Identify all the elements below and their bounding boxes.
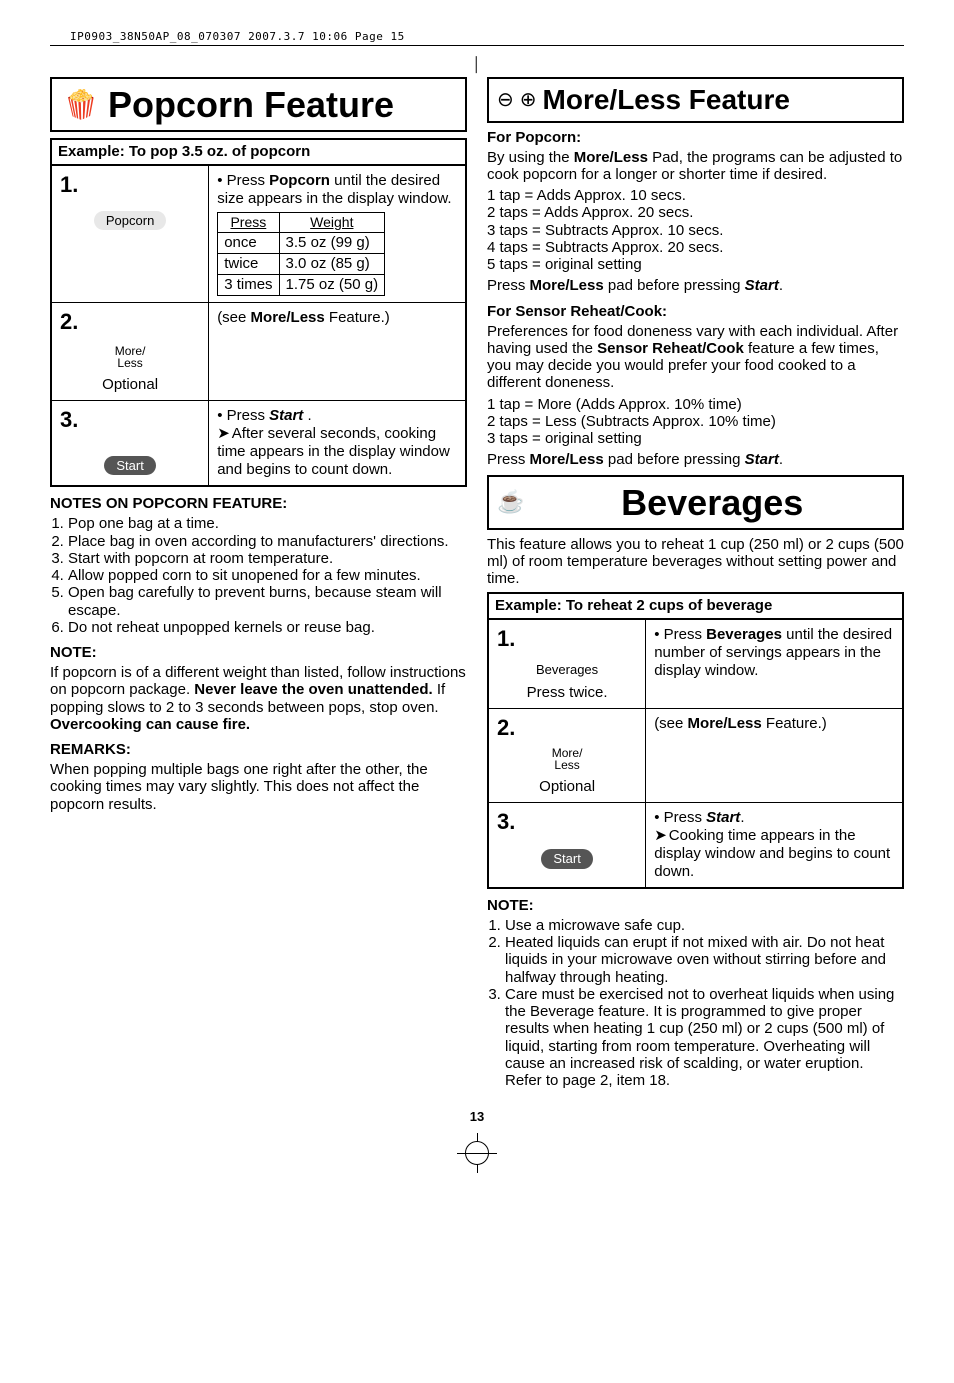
table-header: Press (218, 213, 279, 233)
popcorn-notes-list: Pop one bag at a time. Place bag in oven… (50, 515, 467, 636)
tap-line: 2 taps = Adds Approx. 20 secs. (487, 204, 904, 221)
note-body: If popcorn is of a different weight than… (50, 664, 467, 733)
list-item: Open bag carefully to prevent burns, bec… (68, 584, 467, 619)
list-item: Place bag in oven according to manufactu… (68, 533, 467, 550)
popcorn-icon: 🍿 (60, 84, 102, 126)
tap-line: 3 taps = Subtracts Approx. 10 secs. (487, 222, 904, 239)
list-item: Use a microwave safe cup. (505, 917, 904, 934)
table-cell: twice (218, 253, 279, 274)
start-pad[interactable]: Start (541, 849, 592, 869)
start-pad[interactable]: Start (104, 456, 155, 476)
step-number: 1. (497, 626, 637, 652)
optional-label: Optional (497, 778, 637, 796)
step-text: (see More/Less Feature.) (217, 309, 390, 326)
press-line: Press More/Less pad before pressing Star… (487, 277, 904, 294)
table-row: 3. Start • Press Start. Cooking time app… (488, 802, 903, 888)
moreless-title: More/Less Feature (543, 83, 894, 117)
remarks-body: When popping multiple bags one right aft… (50, 761, 467, 813)
dial-plus-icon: ⊕ (520, 88, 537, 112)
more-less-pad[interactable]: More/ Less (103, 343, 158, 371)
body-text: By using the More/Less Pad, the programs… (487, 149, 904, 184)
list-item: Care must be exercised not to overheat l… (505, 986, 904, 1090)
table-cell: 3.0 oz (85 g) (279, 253, 385, 274)
dial-minus-icon: ⊖ (497, 88, 514, 112)
step-text: • Press Popcorn until the desired size a… (217, 172, 457, 208)
page-number: 13 (50, 1109, 904, 1125)
popcorn-example: Example: To pop 3.5 oz. of popcorn (50, 138, 467, 164)
moreless-title-box: ⊖ ⊕ More/Less Feature (487, 77, 904, 123)
list-item: Allow popped corn to sit unopened for a … (68, 567, 467, 584)
step-arrow-text: After several seconds, cooking time appe… (217, 425, 457, 479)
bev-notes-list: Use a microwave safe cup. Heated liquids… (487, 917, 904, 1090)
popcorn-title-box: 🍿 Popcorn Feature (50, 77, 467, 132)
right-column: ⊖ ⊕ More/Less Feature For Popcorn: By us… (487, 77, 904, 1089)
press-line: Press More/Less pad before pressing Star… (487, 451, 904, 468)
step-number: 3. (497, 809, 637, 835)
table-header: Weight (279, 213, 385, 233)
tap-line: 1 tap = Adds Approx. 10 secs. (487, 187, 904, 204)
table-row: 2. More/ Less Optional (see More/Less Fe… (488, 708, 903, 802)
table-row: 1. Beverages Press twice. • Press Bevera… (488, 619, 903, 708)
tap-line: 3 taps = original setting (487, 430, 904, 447)
list-item: Heated liquids can erupt if not mixed wi… (505, 934, 904, 986)
list-item: Pop one bag at a time. (68, 515, 467, 532)
beverages-pad[interactable]: Beverages (524, 660, 610, 680)
step-number: 3. (60, 407, 200, 433)
note-heading: NOTE: (50, 644, 467, 662)
note-heading: NOTE: (487, 897, 904, 915)
step-arrow-text: Cooking time appears in the display wind… (654, 827, 894, 881)
table-row: 2. More/ Less Optional (see More/Less Fe… (51, 302, 466, 400)
pad-label: Less (117, 356, 142, 370)
table-cell: once (218, 232, 279, 253)
table-cell: 1.75 oz (50 g) (279, 274, 385, 295)
left-column: 🍿 Popcorn Feature Example: To pop 3.5 oz… (50, 77, 467, 1089)
tap-line: 2 taps = Less (Subtracts Approx. 10% tim… (487, 413, 904, 430)
crop-mark-bottom (457, 1133, 497, 1173)
table-row: 1. Popcorn • Press Popcorn until the des… (51, 165, 466, 302)
popcorn-pad[interactable]: Popcorn (94, 211, 166, 231)
body-text: Preferences for food doneness vary with … (487, 323, 904, 392)
print-header: IP0903_38N50AP_08_070307 2007.3.7 10:06 … (50, 30, 904, 46)
beverages-title-box: ☕ Beverages (487, 475, 904, 530)
bev-intro: This feature allows you to reheat 1 cup … (487, 536, 904, 588)
step-number: 2. (60, 309, 200, 335)
cup-icon: ☕ (497, 489, 524, 515)
notes-heading: NOTES ON POPCORN FEATURE: (50, 495, 467, 513)
subheading: For Popcorn: (487, 129, 904, 147)
beverages-title: Beverages (530, 481, 894, 524)
list-item: Start with popcorn at room temperature. (68, 550, 467, 567)
crop-mark-top: │ (50, 56, 904, 73)
step-text: • Press Start. (654, 809, 894, 827)
bev-steps-table: 1. Beverages Press twice. • Press Bevera… (487, 618, 904, 889)
two-columns: 🍿 Popcorn Feature Example: To pop 3.5 oz… (50, 77, 904, 1089)
press-twice-label: Press twice. (497, 684, 637, 702)
tap-line: 1 tap = More (Adds Approx. 10% time) (487, 396, 904, 413)
step-text: (see More/Less Feature.) (654, 715, 827, 732)
optional-label: Optional (60, 376, 200, 394)
step-text: • Press Start . (217, 407, 457, 425)
table-cell: 3 times (218, 274, 279, 295)
step-text: • Press Beverages until the desired numb… (654, 626, 894, 680)
pad-label: Less (554, 758, 579, 772)
list-item: Do not reheat unpopped kernels or reuse … (68, 619, 467, 636)
step-number: 2. (497, 715, 637, 741)
more-less-pad[interactable]: More/ Less (540, 745, 595, 773)
table-cell: 3.5 oz (99 g) (279, 232, 385, 253)
remarks-heading: REMARKS: (50, 741, 467, 759)
subheading: For Sensor Reheat/Cook: (487, 303, 904, 321)
step-number: 1. (60, 172, 200, 198)
table-row: 3. Start • Press Start . After several s… (51, 401, 466, 487)
tap-line: 5 taps = original setting (487, 256, 904, 273)
popcorn-steps-table: 1. Popcorn • Press Popcorn until the des… (50, 164, 467, 487)
page: IP0903_38N50AP_08_070307 2007.3.7 10:06 … (0, 0, 954, 1213)
popcorn-title: Popcorn Feature (108, 83, 457, 126)
tap-line: 4 taps = Subtracts Approx. 20 secs. (487, 239, 904, 256)
bev-example: Example: To reheat 2 cups of beverage (487, 592, 904, 618)
weight-table: PressWeight once3.5 oz (99 g) twice3.0 o… (217, 212, 385, 296)
